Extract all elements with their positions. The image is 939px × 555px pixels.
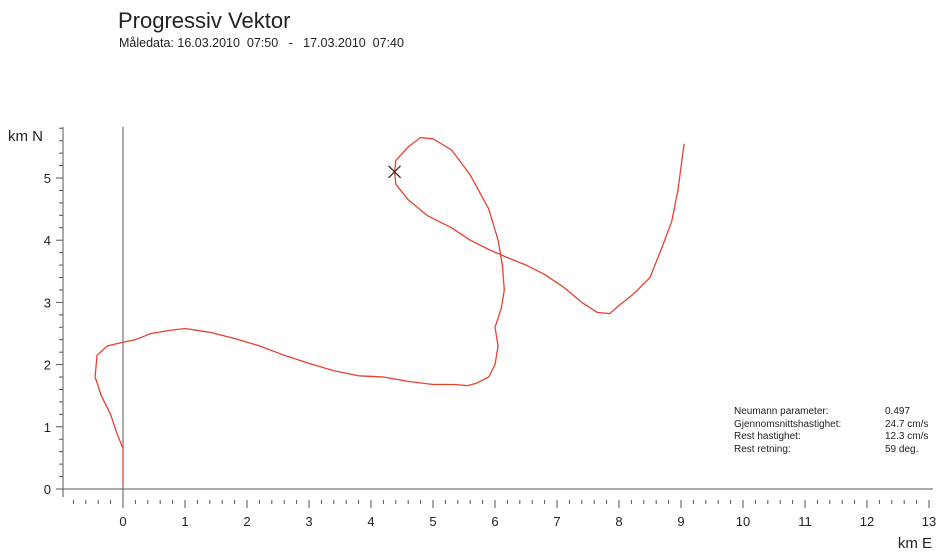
statistics-panel: Neumann parameter: 0.497 Gjennomsnittsha… (734, 406, 928, 456)
y-tick-label: 0 (44, 482, 51, 497)
y-tick-label: 4 (44, 233, 51, 248)
x-tick-label: 6 (491, 514, 498, 529)
x-tick-label: 5 (429, 514, 436, 529)
end-marker (388, 165, 401, 179)
end-marker-stroke (388, 165, 401, 179)
track-line (94, 136, 685, 486)
x-tick-label: 4 (367, 514, 374, 529)
stat-value: 12.3 cm/s (885, 431, 929, 442)
x-axis-title: km E (898, 535, 932, 552)
y-tick-label: 3 (44, 295, 51, 310)
stat-value: 24.7 cm/s (885, 418, 929, 430)
stat-label: Gjennomsnittshastighet: (734, 418, 842, 430)
chart-title: Progressiv Vektor (118, 8, 291, 33)
x-tick-label: 11 (798, 514, 812, 529)
stat-label: Rest hastighet: (734, 431, 801, 442)
x-tick-label: 12 (860, 514, 874, 529)
x-tick-label: 7 (553, 514, 560, 529)
stat-value: 0.497 (885, 406, 911, 417)
y-tick-label: 2 (44, 358, 51, 373)
stat-row-neumann: Neumann parameter: 0.497 (734, 406, 928, 419)
y-tick-label: 5 (44, 171, 51, 186)
y-tick-label: 1 (44, 420, 51, 435)
x-tick-label: 8 (615, 514, 622, 529)
x-tick-label: 3 (305, 514, 312, 529)
x-tick-label: 2 (243, 514, 250, 529)
stat-value: 59 deg. (885, 443, 919, 455)
stat-label: Rest retning: (734, 443, 791, 455)
stat-row-average-speed: Gjennomsnittshastighet: 24.7 cm/s (734, 419, 928, 432)
stat-row-residual-direction: Rest retning: 59 deg. (734, 444, 928, 457)
stat-label: Neumann parameter: (734, 406, 829, 417)
x-tick-label: 10 (736, 514, 750, 529)
y-axis-title: km N (8, 128, 43, 145)
chart-subtitle: Måledata: 16.03.2010 07:50 - 17.03.2010 … (119, 36, 404, 50)
x-tick-label: 0 (119, 514, 126, 529)
x-tick-label: 9 (677, 514, 684, 529)
x-tick-label: 13 (922, 514, 936, 529)
x-tick-label: 1 (181, 514, 188, 529)
plot-area (94, 136, 685, 486)
stat-row-residual-speed: Rest hastighet: 12.3 cm/s (734, 431, 928, 444)
